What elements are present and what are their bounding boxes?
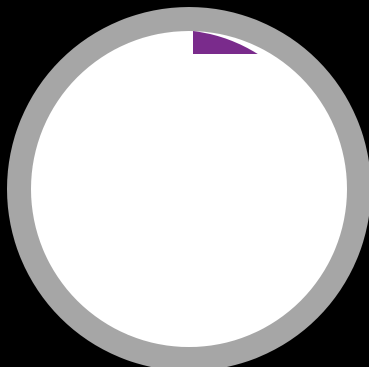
progress-fill bbox=[193, 31, 258, 54]
progress-face bbox=[31, 31, 347, 347]
